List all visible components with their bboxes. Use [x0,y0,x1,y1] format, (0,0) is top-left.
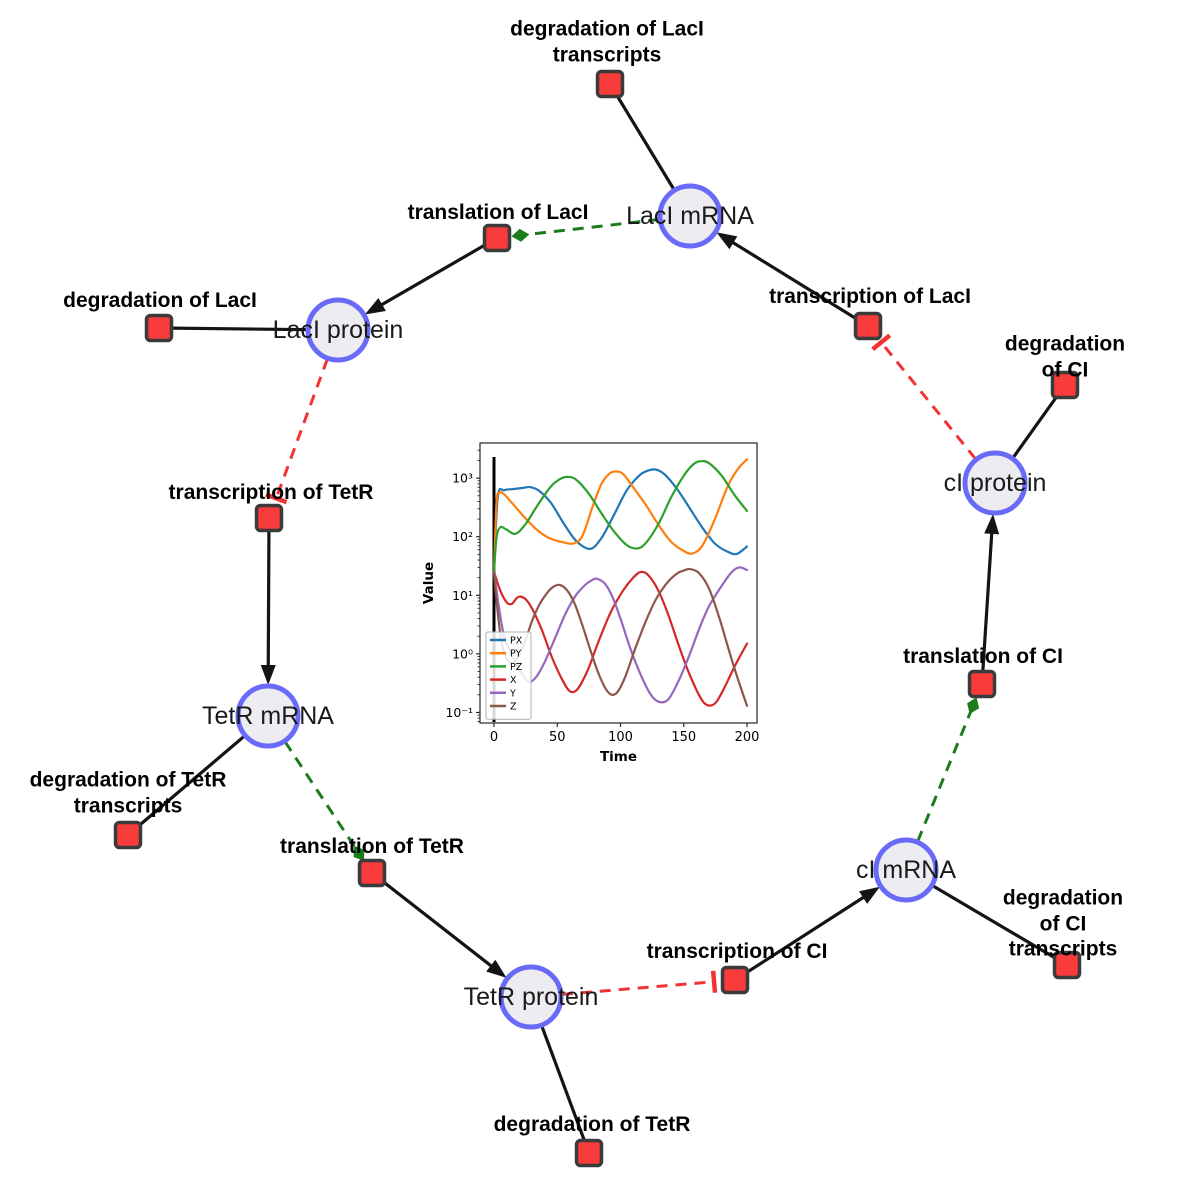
legend-label-PX: PX [510,636,523,647]
inhibition-tee-head [710,970,718,993]
species-node-tetr-mrna[interactable] [235,683,301,749]
edge-sp-ci-mrna-rx-transl-ci [916,697,980,842]
reaction-nodes-layer [113,69,1082,1168]
arrowhead [984,513,1000,535]
series-line-X [492,570,749,707]
species-node-laci-mrna[interactable] [657,183,723,249]
reaction-node-transl-laci[interactable] [482,223,512,253]
y-tick-label: 10⁰ [452,646,473,661]
inhibition-tee-head [265,492,288,505]
legend: PX PY PZ XYZ [485,631,532,720]
edge-sp-tetr-protein-rx-txn-ci [561,970,718,996]
legend-label-Y: Y [509,688,516,699]
x-tick-label: 50 [549,730,566,745]
edges-layer [126,83,1068,1154]
arrowhead [859,886,880,904]
species-nodes-layer [235,183,1028,1030]
edge-rx-txn-ci-sp-ci-mrna [745,886,880,975]
series-line-PX [492,468,749,574]
axes-frame [479,442,758,724]
x-tick-label: 0 [490,730,498,745]
edge-sp-laci-protein-rx-txn-tetr [265,358,329,505]
legend-label-X: X [510,675,517,686]
edge-sp-laci-mrna-rx-transl-laci [511,218,660,242]
reaction-node-txn-ci[interactable] [720,965,750,995]
legend-label-PZ: PZ [510,662,523,673]
edge-sp-tetr-mrna-rx-transl-tetr [283,741,365,861]
series-line-PZ [492,459,749,574]
edge-rx-transl-laci-sp-laci-protein [364,243,487,315]
species-node-tetr-protein[interactable] [498,964,564,1030]
reaction-node-txn-laci[interactable] [853,311,883,341]
y-tick-label: 10² [452,529,473,544]
y-tick-label: 10³ [452,471,473,486]
reaction-node-deg-ci-tx[interactable] [1052,950,1082,980]
arrowhead [486,959,507,978]
modifier-diamond-head [511,228,530,242]
reaction-node-txn-tetr[interactable] [254,503,284,533]
x-tick-label: 200 [735,730,760,745]
reaction-node-deg-tetr[interactable] [574,1138,604,1168]
series-line-PY [492,458,749,574]
inset-timeseries-chart: 0 50 100 150 20010³10²10¹10⁰10⁻¹TimeValuePXP… [421,442,760,764]
species-node-ci-mrna[interactable] [873,837,939,903]
reaction-node-transl-tetr[interactable] [357,858,387,888]
x-tick-label: 100 [608,730,633,745]
arrowhead [260,664,276,686]
reaction-node-deg-ci[interactable] [1050,370,1080,400]
series-layer [492,458,749,707]
reaction-node-transl-ci[interactable] [967,669,997,699]
modifier-diamond-head [967,697,980,715]
y-axis-title: Value [421,562,437,604]
y-tick-label: 10⁻¹ [445,705,473,720]
edge-rx-transl-ci-sp-ci-protein [981,513,1000,671]
legend-label-PY: PY [510,649,522,660]
inhibition-tee-head [871,333,892,351]
edge-rx-transl-tetr-sp-tetr-protein [381,880,507,978]
edge-rx-txn-tetr-sp-tetr-mrna [260,531,276,686]
edge-sp-ci-protein-rx-txn-laci [871,333,977,460]
species-node-ci-protein[interactable] [962,450,1028,516]
reaction-node-deg-laci-tx[interactable] [595,69,625,99]
x-tick-label: 150 [671,730,696,745]
reaction-node-deg-tetr-tx[interactable] [113,820,143,850]
x-axis-title: Time [600,749,637,764]
edge-rx-txn-laci-sp-laci-mrna [716,232,858,321]
y-tick-label: 10¹ [452,588,473,603]
species-node-laci-protein[interactable] [305,297,371,363]
modifier-diamond-head [353,845,365,861]
reaction-node-deg-laci[interactable] [144,313,174,343]
legend-label-Z: Z [510,702,517,713]
arrowhead [364,297,386,315]
arrowhead [716,232,738,250]
